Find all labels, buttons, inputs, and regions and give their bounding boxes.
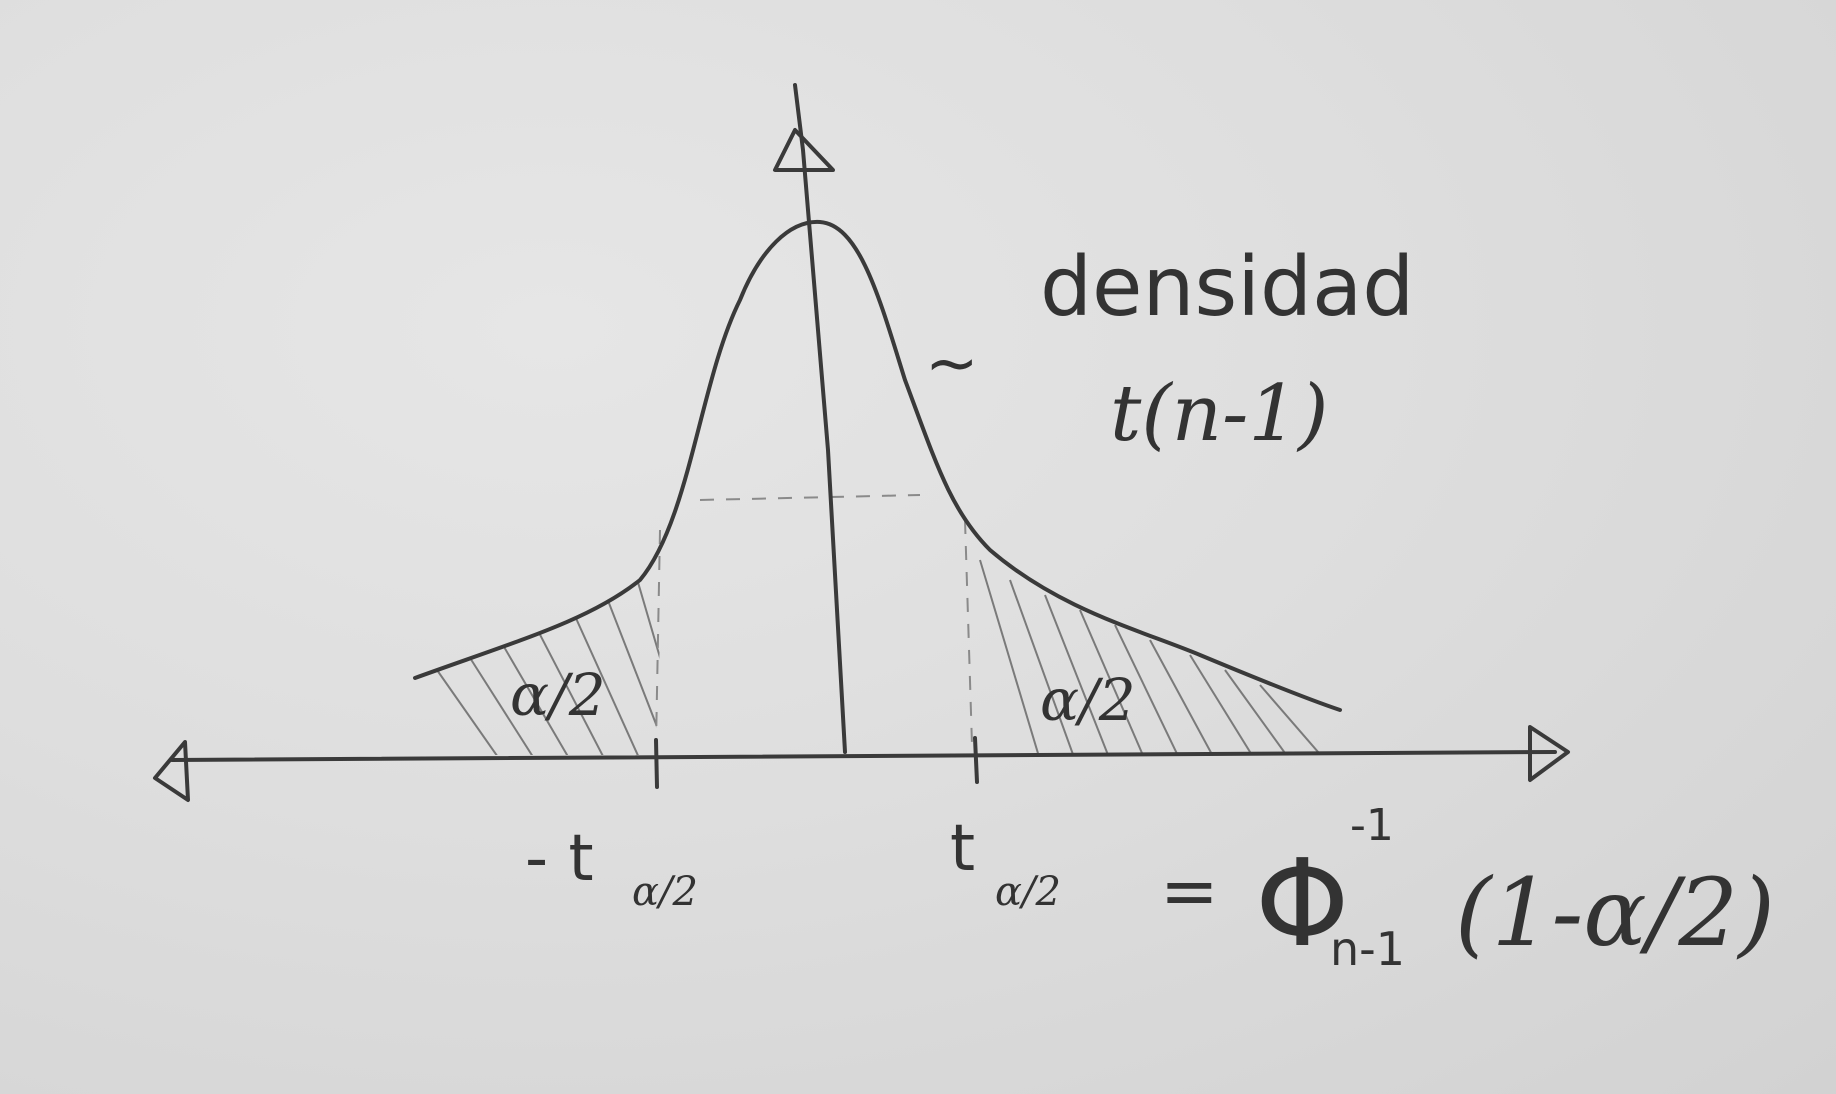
phi-subscript: n-1 [1330,922,1405,976]
left-critical-guide [655,529,661,746]
right-critical-tick [973,736,979,784]
phi-superscript: -1 [1350,800,1394,851]
neg-critical-label: - t [525,822,594,896]
phi-symbol: Φ [1255,835,1349,974]
equals-sign: = [1160,850,1219,932]
vertical-axis-arrow [773,128,835,172]
pos-critical-subscript: α/2 [995,869,1061,915]
x-axis [170,750,1557,762]
right-tail-hatching [979,559,1326,755]
density-curve [413,219,1342,712]
neg-critical-subscript: α/2 [632,869,698,915]
right-critical-guide [964,519,973,746]
tilde-label: ~ [925,327,979,401]
left-critical-tick [654,738,659,789]
x-axis-left-arrow [153,740,190,802]
right-tail-label: α/2 [1040,666,1136,734]
left-tail-label: α/2 [510,661,606,729]
density-label: densidad [1040,240,1414,335]
distribution-label: t(n-1) [1110,369,1328,459]
horizontal-guide [699,494,921,501]
phi-argument: (1-α/2) [1455,859,1775,968]
x-axis-right-arrow [1528,725,1570,782]
pos-critical-label: t [950,812,975,886]
vertical-axis [793,83,847,754]
